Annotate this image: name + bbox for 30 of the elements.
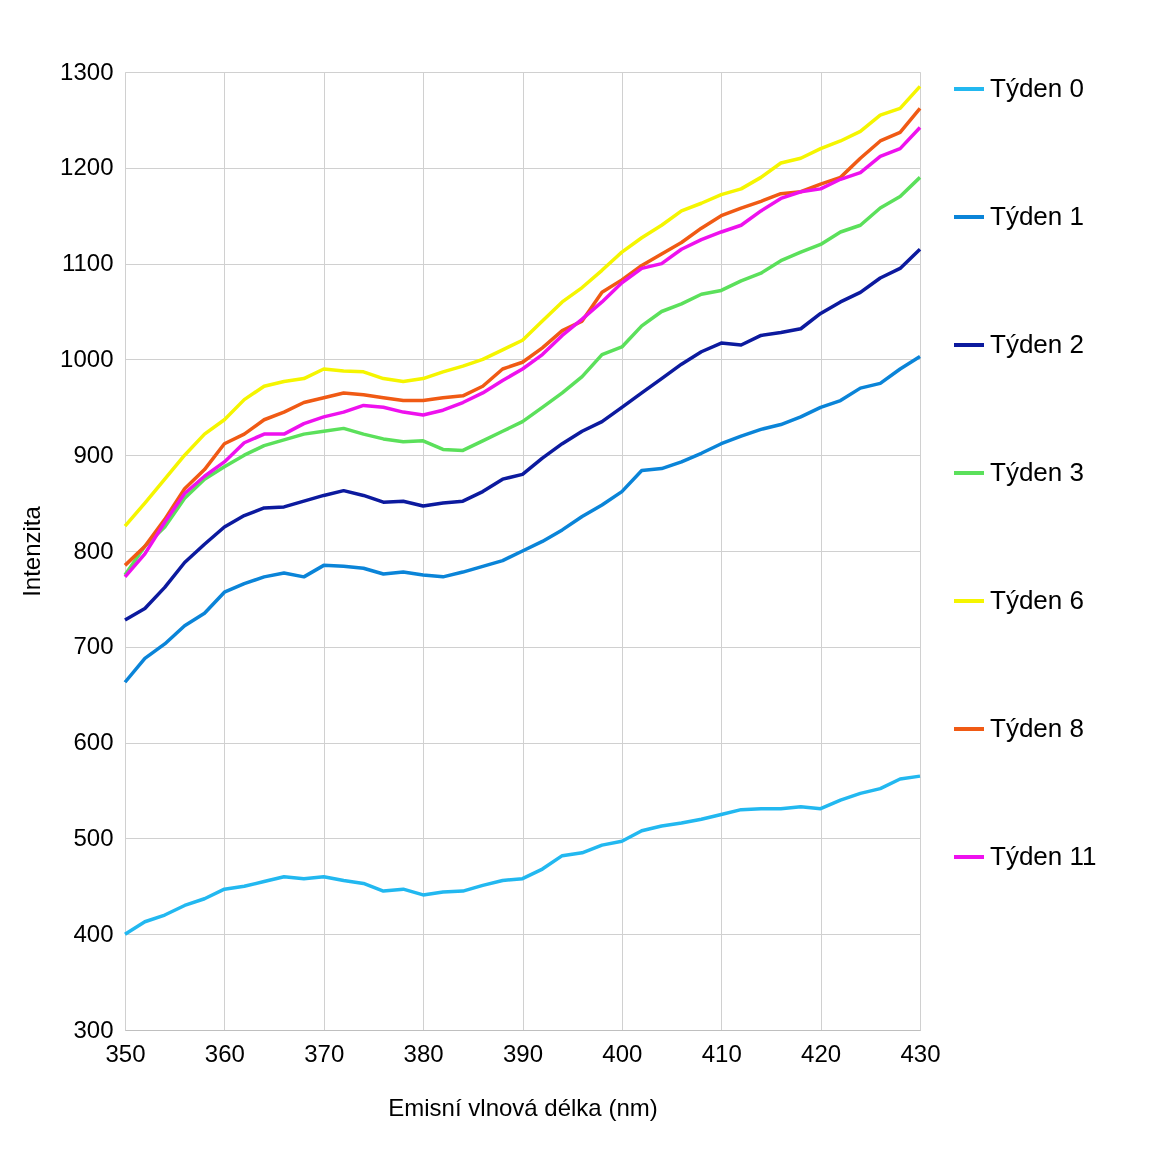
- y-tick-label: 700: [73, 632, 114, 660]
- y-tick-label: 1100: [61, 249, 114, 277]
- x-tick-label: 400: [602, 1039, 643, 1067]
- y-tick-label: 900: [73, 440, 114, 468]
- y-axis-title: Intenzita: [18, 505, 46, 597]
- x-tick-label: 380: [403, 1039, 444, 1067]
- legend-label: Týden 8: [990, 713, 1084, 743]
- y-tick-label: 400: [73, 919, 114, 947]
- line-series: [123, 247, 922, 622]
- legend-label: Týden 1: [990, 201, 1084, 231]
- x-tick-label: 420: [801, 1039, 842, 1067]
- line-series: [123, 354, 922, 684]
- legend-label: Týden 2: [990, 329, 1084, 359]
- y-tick-label: 800: [73, 536, 114, 564]
- x-tick-label: 390: [502, 1039, 544, 1067]
- y-tick-label: 600: [73, 728, 114, 756]
- legend-label: Týden 3: [990, 457, 1084, 487]
- x-tick-label: 410: [701, 1039, 742, 1067]
- y-tick-label: 500: [73, 823, 114, 851]
- x-tick-label: 360: [204, 1039, 245, 1067]
- legend-label: Týden 6: [990, 585, 1084, 615]
- y-tick-label: 1000: [60, 344, 114, 372]
- x-axis-title: Emisní vlnová délka (nm): [388, 1093, 658, 1121]
- line-series: [123, 774, 922, 936]
- x-tick-label: 370: [304, 1039, 345, 1067]
- legend-label: Týden 11: [990, 841, 1097, 871]
- x-tick-label: 430: [900, 1039, 941, 1067]
- y-tick-label: 1200: [60, 153, 114, 181]
- legend-label: Týden 0: [990, 73, 1084, 103]
- y-tick-label: 1300: [60, 57, 114, 85]
